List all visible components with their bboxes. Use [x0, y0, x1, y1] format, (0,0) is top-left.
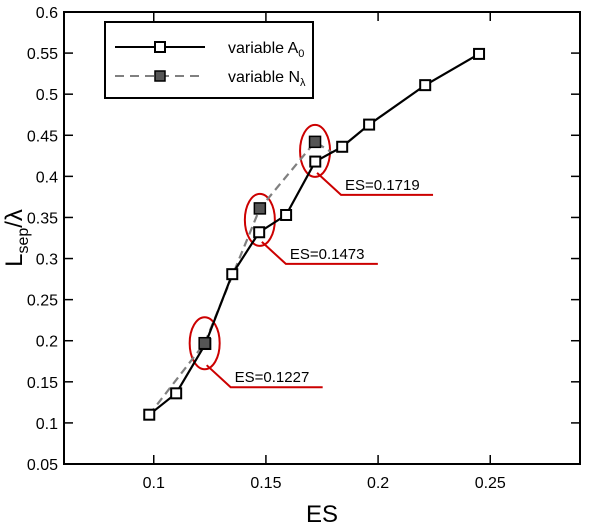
marker-variable-nlambda: [198, 336, 211, 350]
y-tick-label: 0.4: [36, 169, 58, 186]
marker-variable-a0: [253, 226, 266, 239]
y-tick-label: 0.5: [36, 87, 58, 104]
legend-label-variable-a0: variable A0: [228, 40, 304, 60]
x-tick-label: 0.2: [367, 475, 389, 492]
series-lines: [148, 52, 480, 416]
callouts: ES=0.1227 ES=0.1473 ES=0.1719: [188, 123, 434, 389]
callout-label: ES=0.1227: [235, 369, 310, 386]
marker-variable-a0: [280, 208, 293, 221]
y-tick-label: 0.6: [36, 5, 58, 22]
legend-label-variable-nlambda-name: variable N: [228, 69, 300, 86]
legend-label-variable-nlambda-sub: λ: [300, 77, 306, 89]
y-tick-label: 0.3: [36, 252, 58, 269]
legend-marker-variable-nlambda: [154, 70, 166, 82]
y-axis-title: Lsep/λ: [1, 209, 32, 267]
marker-variable-nlambda: [253, 202, 267, 215]
series-line-variable-a0: [148, 52, 480, 416]
y-axis-title-main: L: [1, 254, 28, 267]
legend-marker-variable-a0: [154, 41, 166, 53]
callout-ellipse: [243, 192, 276, 247]
marker-variable-a0: [170, 387, 183, 400]
y-axis-title-suffix: /λ: [1, 209, 28, 228]
marker-variable-a0: [473, 47, 486, 60]
legend-box: [104, 21, 314, 99]
x-tick-label: 0.25: [475, 475, 506, 492]
marker-variable-a0: [336, 140, 349, 153]
y-tick-label: 0.25: [27, 293, 58, 310]
callout-leader: [205, 364, 323, 389]
y-tick-label: 0.2: [36, 334, 58, 351]
marker-variable-nlambda: [308, 135, 322, 149]
y-tick-label: 0.55: [27, 46, 58, 63]
callout-leader: [261, 241, 378, 265]
legend-label-variable-a0-name: variable A: [228, 40, 299, 57]
callout-ellipse: [188, 316, 221, 371]
marker-variable-a0: [143, 408, 156, 421]
x-tick-label: 0.15: [250, 475, 281, 492]
marker-variable-a0: [226, 268, 239, 281]
y-tick-label: 0.35: [27, 210, 58, 227]
plot-frame: [63, 11, 581, 465]
legend: variable A0 variable Nλ: [104, 21, 314, 99]
callout-label: ES=0.1719: [345, 177, 420, 194]
y-tick-label: 0.15: [27, 375, 58, 392]
callout-label: ES=0.1473: [290, 246, 365, 263]
markers: [143, 47, 486, 421]
marker-variable-a0: [419, 79, 432, 92]
callout-leader: [316, 172, 434, 196]
callout-ellipse: [299, 123, 332, 178]
marker-variable-a0: [363, 118, 376, 131]
x-axis-title: ES: [306, 501, 338, 528]
legend-label-variable-a0-sub: 0: [298, 48, 304, 60]
y-tick-label: 0.05: [27, 457, 58, 474]
legend-label-variable-nlambda: variable Nλ: [228, 69, 306, 89]
axis-ticks: [64, 11, 580, 465]
y-tick-label: 0.45: [27, 128, 58, 145]
y-tick-label: 0.1: [36, 416, 58, 433]
y-axis-title-sub: sep: [15, 228, 32, 254]
axis-tick-labels: 0.1 0.15 0.2 0.25 0.05 0.1 0.15 0.2 0.25 0.3 0.35 0…: [27, 5, 506, 492]
marker-variable-a0: [309, 155, 322, 168]
x-tick-label: 0.1: [143, 475, 165, 492]
